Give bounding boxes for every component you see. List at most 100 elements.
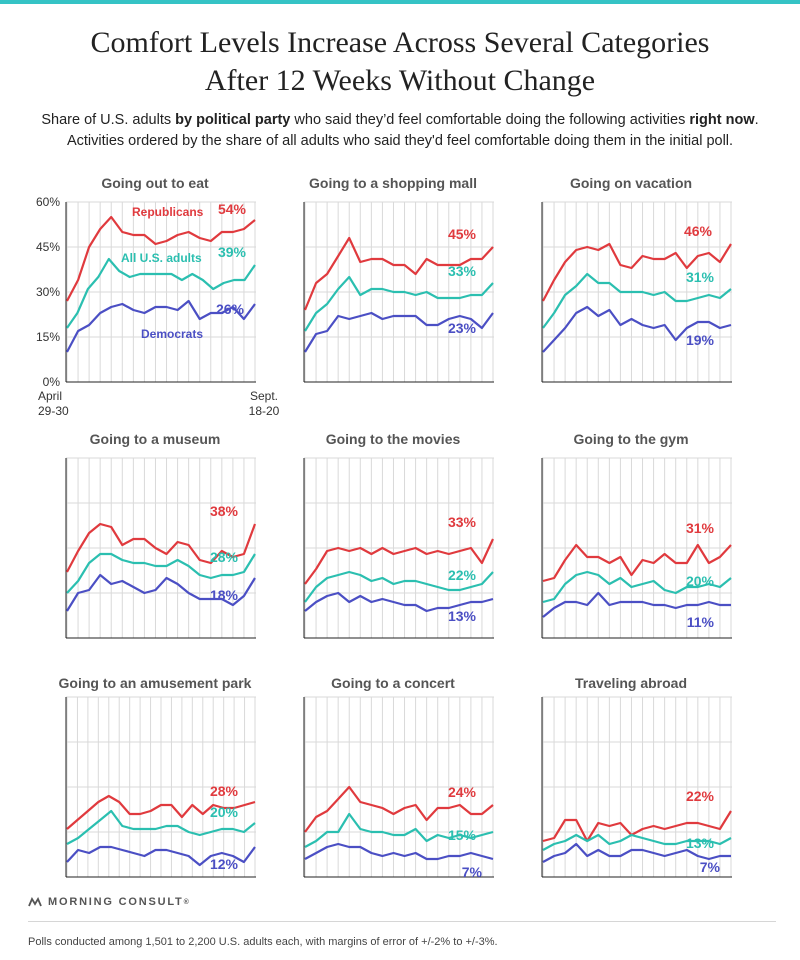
- series-line-all: [66, 257, 256, 329]
- chart-title: Going to a shopping mall: [309, 175, 477, 191]
- logo-mark-icon: [28, 897, 42, 907]
- chart-title: Going to an amusement park: [59, 675, 252, 691]
- end-value-label-democrats: 11%: [687, 614, 715, 630]
- title-line-1: Comfort Levels Increase Across Several C…: [90, 26, 710, 59]
- subtitle-bold-now: right now: [689, 112, 755, 128]
- end-value-label-all: 22%: [448, 567, 477, 583]
- series-line-republicans: [304, 538, 494, 585]
- chart-title: Going to the gym: [573, 431, 688, 447]
- series-line-all: [304, 275, 494, 332]
- subtitle-text-b: who said they’d feel comfortable doing t…: [290, 112, 690, 128]
- series-line-republicans: [542, 242, 732, 302]
- end-value-label-all: 13%: [686, 835, 715, 851]
- end-value-label-democrats: 7%: [700, 859, 721, 875]
- chart-panel: Going to a museum 38% 28% 18%: [65, 431, 257, 639]
- end-value-label-all: 31%: [686, 269, 715, 285]
- series-line-all: [542, 570, 732, 604]
- logo-trademark: ®: [183, 898, 191, 906]
- series-line-democrats: [304, 311, 494, 353]
- end-value-label-republicans: 54%: [218, 201, 247, 217]
- chart-panel: Going to the gym 31% 20% 11%: [541, 431, 732, 639]
- end-value-label-all: 20%: [686, 573, 715, 589]
- end-value-label-republicans: 33%: [448, 514, 477, 530]
- chart-title: Traveling abroad: [575, 675, 687, 691]
- series-line-all: [542, 833, 732, 851]
- x-tick-label-end: 18-20: [249, 404, 280, 418]
- series-line-all: [304, 812, 494, 848]
- series-line-democrats: [66, 573, 256, 612]
- morning-consult-logo: MORNING CONSULT ®: [28, 896, 191, 908]
- end-value-label-all: 28%: [210, 549, 239, 565]
- end-value-label-democrats: 26%: [216, 301, 245, 317]
- legend-label-republicans: Republicans: [132, 205, 204, 219]
- x-tick-label-start: 29-30: [38, 404, 69, 418]
- chart-panel: Going out to eat 0% 15% 30% 45% 60% April29-30…: [36, 175, 280, 418]
- end-value-label-democrats: 19%: [686, 332, 715, 348]
- series-line-republicans: [66, 522, 257, 573]
- subtitle: Share of U.S. adults by political party …: [10, 110, 790, 152]
- subtitle-text-a: Share of U.S. adults: [41, 112, 176, 128]
- subtitle-bold-party: by political party: [175, 112, 291, 128]
- series-line-democrats: [542, 305, 732, 353]
- series-line-democrats: [304, 842, 494, 861]
- end-value-label-republicans: 22%: [686, 788, 715, 804]
- chart-panel: Traveling abroad 22% 13% 7%: [541, 675, 732, 878]
- end-value-label-republicans: 46%: [684, 223, 713, 239]
- y-tick-label: 60%: [36, 195, 60, 209]
- y-tick-label: 45%: [36, 240, 60, 254]
- series-line-republicans: [66, 215, 256, 302]
- series-line-all: [542, 272, 732, 329]
- subtitle-text-c: .: [754, 112, 759, 128]
- series-line-republicans: [542, 543, 732, 583]
- chart-title: Going to a museum: [90, 431, 221, 447]
- legend-label-democrats: Democrats: [141, 327, 203, 341]
- footnote: Polls conducted among 1,501 to 2,200 U.S…: [28, 936, 498, 948]
- series-line-democrats: [66, 299, 256, 353]
- series-line-republicans: [303, 236, 494, 311]
- chart-panel: Going to an amusement park 28% 20% 12%: [59, 675, 256, 878]
- series-line-republicans: [66, 794, 256, 830]
- end-value-label-democrats: 18%: [210, 587, 239, 603]
- end-value-label-democrats: 13%: [448, 608, 477, 624]
- subtitle-line-2: Activities ordered by the share of all a…: [66, 133, 734, 149]
- series-line-democrats: [542, 842, 731, 863]
- end-value-label-all: 15%: [448, 827, 477, 843]
- x-tick-label-end: Sept.: [250, 389, 278, 403]
- title-line-2: After 12 Weeks Without Change: [204, 64, 596, 97]
- end-value-label-republicans: 31%: [686, 520, 715, 536]
- series-line-democrats: [66, 845, 256, 867]
- logo-text: MORNING CONSULT: [48, 896, 184, 908]
- page-title: Comfort Levels Increase Across Several C…: [0, 24, 800, 100]
- chart-title: Going on vacation: [570, 175, 692, 191]
- series-line-all: [304, 570, 494, 603]
- series-line-democrats: [304, 591, 494, 613]
- end-value-label-all: 20%: [210, 804, 239, 820]
- legend-label-all-adults: All U.S. adults: [121, 251, 202, 265]
- y-tick-label: 15%: [36, 330, 60, 344]
- end-value-label-republicans: 45%: [448, 226, 477, 242]
- chart-panel: Going to a shopping mall 45% 33% 23%: [303, 175, 494, 383]
- x-tick-label-start: April: [38, 389, 62, 403]
- end-value-label-republicans: 38%: [210, 503, 239, 519]
- chart-panel: Going to the movies 33% 22% 13%: [303, 431, 494, 639]
- chart-title: Going to a concert: [331, 675, 455, 691]
- end-value-label-democrats: 23%: [448, 320, 477, 336]
- y-tick-label: 0%: [43, 375, 61, 389]
- end-value-label-all: 33%: [448, 263, 477, 279]
- footer-divider: [28, 921, 776, 922]
- end-value-label-republicans: 28%: [210, 783, 239, 799]
- y-tick-label: 30%: [36, 285, 60, 299]
- chart-title: Going out to eat: [101, 175, 209, 191]
- chart-title: Going to the movies: [326, 431, 461, 447]
- end-value-label-republicans: 24%: [448, 784, 477, 800]
- series-line-republicans: [304, 785, 494, 833]
- series-line-republicans: [542, 810, 732, 843]
- series-line-all: [66, 809, 256, 845]
- end-value-label-democrats: 12%: [210, 856, 239, 872]
- series-line-democrats: [542, 591, 731, 618]
- series-line-all: [66, 552, 256, 594]
- subtitle-line-1: Share of U.S. adults by political party …: [10, 110, 790, 131]
- top-accent-bar: [0, 0, 800, 4]
- end-value-label-all: 39%: [218, 244, 247, 260]
